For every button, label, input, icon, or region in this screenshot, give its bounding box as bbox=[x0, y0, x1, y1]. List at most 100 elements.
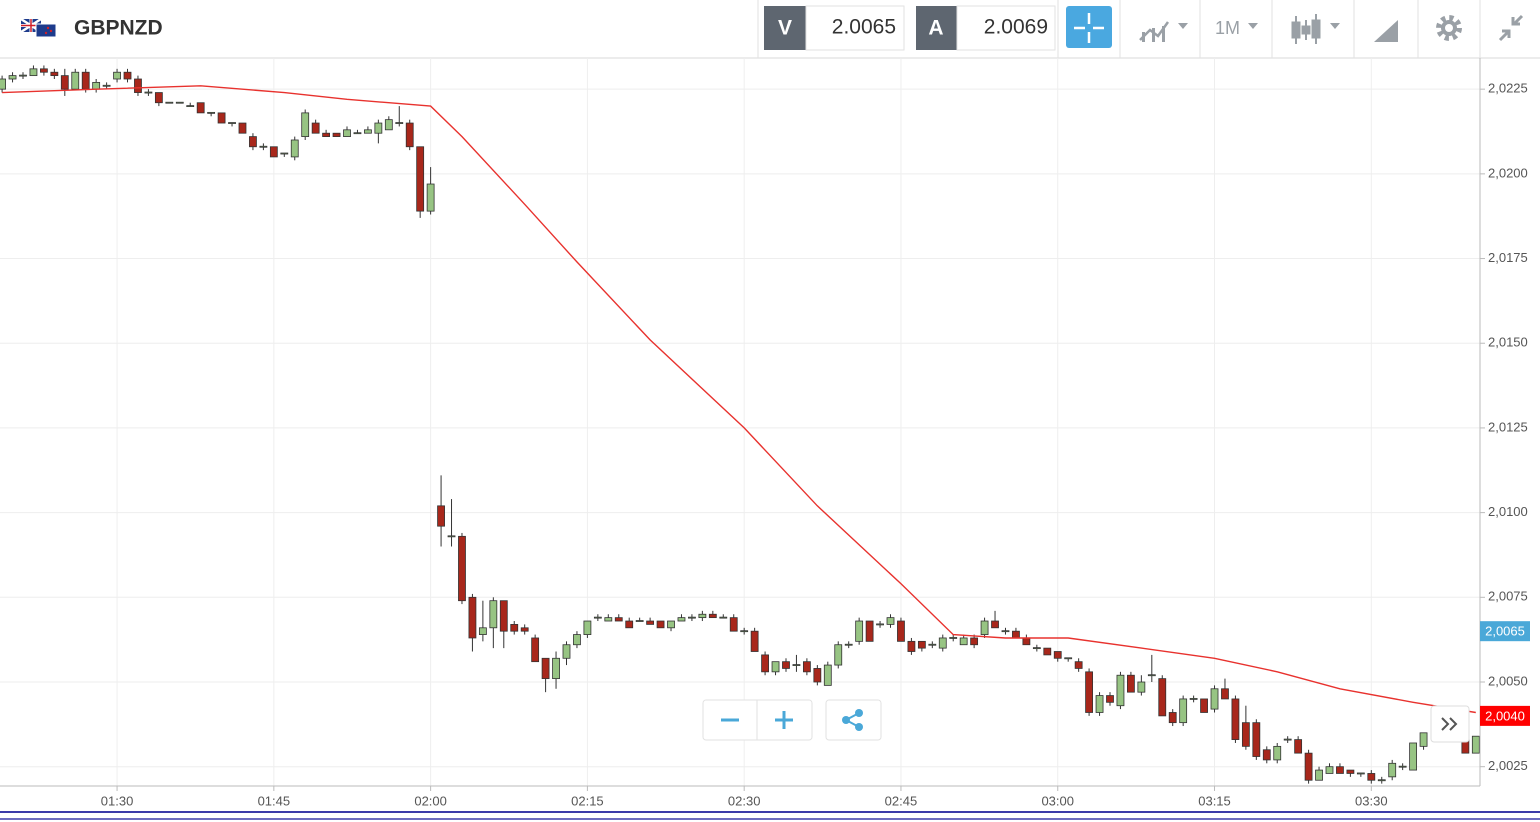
candle-body bbox=[217, 112, 226, 124]
candle-body bbox=[447, 535, 456, 538]
candle-body bbox=[541, 657, 550, 680]
candle-body bbox=[416, 146, 425, 212]
candle-body bbox=[1012, 630, 1020, 639]
candle-body bbox=[1147, 674, 1156, 677]
candle-body bbox=[1043, 647, 1052, 656]
candle-body bbox=[531, 637, 540, 663]
candle-body bbox=[1179, 698, 1188, 724]
zoom-in-button[interactable] bbox=[775, 711, 793, 729]
price-markers: 2,0065 2,0040 bbox=[1480, 621, 1530, 726]
candle-body bbox=[886, 617, 895, 625]
candle-body bbox=[802, 661, 811, 673]
candle-body bbox=[771, 661, 780, 673]
candle-body bbox=[478, 627, 487, 635]
candle-body bbox=[583, 620, 592, 635]
candle-body bbox=[1200, 698, 1208, 713]
price-marker-label: 2,0040 bbox=[1485, 708, 1525, 723]
candle-body bbox=[1116, 674, 1125, 707]
candle-body bbox=[0, 78, 6, 90]
candle-body bbox=[1168, 712, 1177, 724]
candle-body bbox=[175, 101, 184, 104]
x-tick-label: 01:30 bbox=[101, 793, 134, 808]
scroll-right-button[interactable] bbox=[1430, 705, 1470, 743]
candle-body bbox=[876, 623, 884, 626]
candle-body bbox=[1409, 742, 1418, 771]
x-tick-label: 02:45 bbox=[885, 793, 918, 808]
y-tick-label: 2,0025 bbox=[1488, 758, 1528, 773]
share-button[interactable] bbox=[825, 699, 882, 741]
candle-body bbox=[1346, 769, 1355, 774]
candle-body bbox=[698, 613, 707, 619]
settings-button[interactable] bbox=[1436, 15, 1462, 41]
candle-body bbox=[1085, 671, 1093, 713]
x-tick-label: 03:00 bbox=[1041, 793, 1074, 808]
y-tick-label: 2,0125 bbox=[1488, 419, 1528, 434]
candle-body bbox=[1377, 779, 1386, 782]
candle-body bbox=[19, 74, 27, 77]
price-marker-label: 2,0065 bbox=[1485, 624, 1525, 639]
candle-body bbox=[259, 145, 268, 148]
candle-body bbox=[311, 122, 320, 134]
candle-body bbox=[228, 122, 236, 124]
candle-body bbox=[573, 634, 581, 646]
candle-body bbox=[813, 668, 822, 683]
draw-button[interactable] bbox=[1374, 16, 1398, 42]
candle-body bbox=[1241, 722, 1250, 747]
candle-body bbox=[60, 75, 69, 90]
interval-button[interactable]: 1M bbox=[1215, 18, 1258, 38]
candle-body bbox=[1283, 738, 1292, 741]
candle-body bbox=[897, 620, 905, 642]
candle-body bbox=[332, 132, 341, 137]
y-tick-label: 2,0225 bbox=[1488, 81, 1528, 96]
candle-body bbox=[1158, 678, 1167, 717]
candle-body bbox=[635, 620, 644, 622]
candle-body bbox=[729, 617, 738, 632]
candle-body bbox=[646, 620, 655, 625]
candle-body bbox=[1053, 651, 1062, 659]
zoom-controls bbox=[702, 699, 882, 741]
candle-body bbox=[750, 630, 759, 652]
sell-button[interactable]: V 2.0065 bbox=[764, 5, 905, 51]
candle-body bbox=[489, 600, 498, 629]
candle-body bbox=[1189, 698, 1198, 700]
x-tick-label: 02:15 bbox=[571, 793, 604, 808]
candle-body bbox=[991, 620, 999, 629]
candle-body bbox=[823, 664, 832, 686]
candle-style-button[interactable] bbox=[1291, 14, 1340, 44]
candle-body bbox=[154, 92, 163, 104]
candle-body bbox=[1471, 735, 1480, 754]
candle-body bbox=[405, 122, 414, 148]
collapse-button[interactable] bbox=[1498, 14, 1524, 42]
candle-body bbox=[1252, 722, 1261, 757]
candle-body bbox=[186, 105, 195, 108]
buy-label[interactable]: A bbox=[928, 17, 943, 40]
candle-body bbox=[374, 122, 383, 134]
flag-icon bbox=[20, 17, 57, 38]
candle-body bbox=[1032, 647, 1041, 650]
candle-body bbox=[384, 119, 393, 131]
candle-body bbox=[458, 535, 466, 602]
candle-body bbox=[1106, 695, 1114, 703]
buy-price[interactable]: 2.0069 bbox=[984, 16, 1048, 39]
sell-price[interactable]: 2.0065 bbox=[832, 16, 896, 39]
candle-body bbox=[740, 630, 749, 633]
chart-type-button[interactable] bbox=[1139, 21, 1188, 42]
y-tick-label: 2,0175 bbox=[1488, 250, 1528, 265]
candle-body bbox=[552, 657, 560, 680]
candle-body bbox=[280, 152, 289, 155]
candle-body bbox=[1210, 688, 1219, 710]
buy-button[interactable]: A 2.0069 bbox=[916, 5, 1056, 51]
candle-body bbox=[593, 616, 602, 619]
sell-label[interactable]: V bbox=[778, 17, 792, 40]
interval[interactable]: 1M bbox=[1215, 18, 1240, 38]
candle-body bbox=[71, 71, 80, 90]
candle-body bbox=[1064, 657, 1073, 660]
crosshair-button[interactable] bbox=[1066, 6, 1112, 48]
candle-body bbox=[165, 101, 174, 104]
candle-body bbox=[499, 600, 508, 632]
candle-body bbox=[520, 627, 529, 632]
candle-body bbox=[290, 139, 299, 158]
candle-body bbox=[917, 640, 926, 649]
